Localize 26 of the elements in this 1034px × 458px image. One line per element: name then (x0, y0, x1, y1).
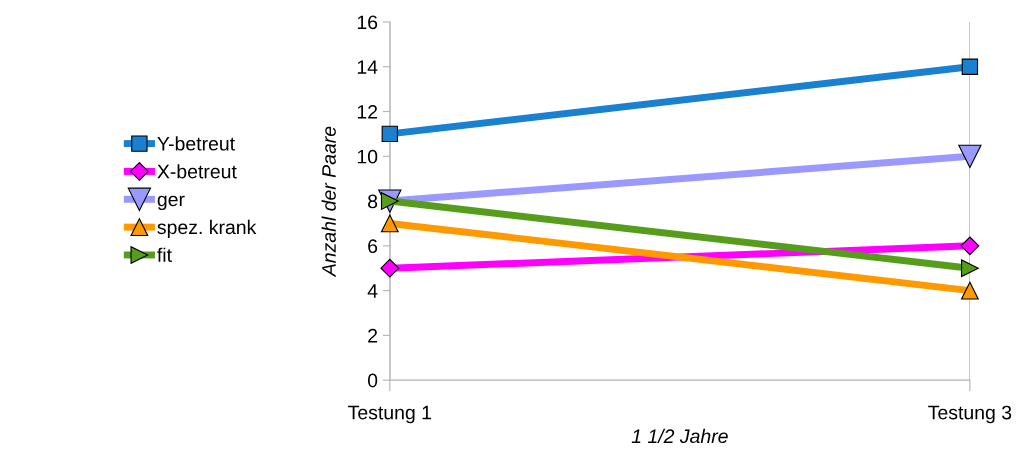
legend-label: Y-betreut (157, 136, 235, 151)
point (961, 281, 979, 300)
x-tick-label: Testung 1 (348, 405, 432, 424)
y-tick-label: 12 (357, 104, 378, 119)
legend-label: spez. krank (157, 219, 257, 238)
point (381, 125, 399, 143)
y-tick-label: 2 (368, 328, 378, 343)
legend-label: ger (157, 195, 185, 211)
point (958, 144, 982, 168)
point (961, 259, 979, 278)
legend-label: X-betreut (157, 164, 237, 179)
point (380, 258, 400, 278)
y-tick-label: 8 (368, 194, 378, 209)
y-tick-label: 14 (357, 60, 378, 74)
y-axis-title: Anzahl der Paare (321, 126, 336, 278)
point (961, 58, 979, 75)
point (380, 214, 399, 233)
x-axis-title: 1 1/2 Jahre (631, 428, 728, 444)
point (960, 236, 980, 256)
legend-label: fit (157, 247, 172, 262)
y-tick-label: 6 (368, 239, 378, 254)
y-tick-label: 10 (357, 149, 378, 164)
y-tick-label: 16 (357, 15, 378, 30)
x-tick-label: Testung 3 (928, 405, 1012, 424)
y-tick-label: 0 (367, 373, 378, 388)
y-tick-label: 4 (367, 284, 378, 298)
